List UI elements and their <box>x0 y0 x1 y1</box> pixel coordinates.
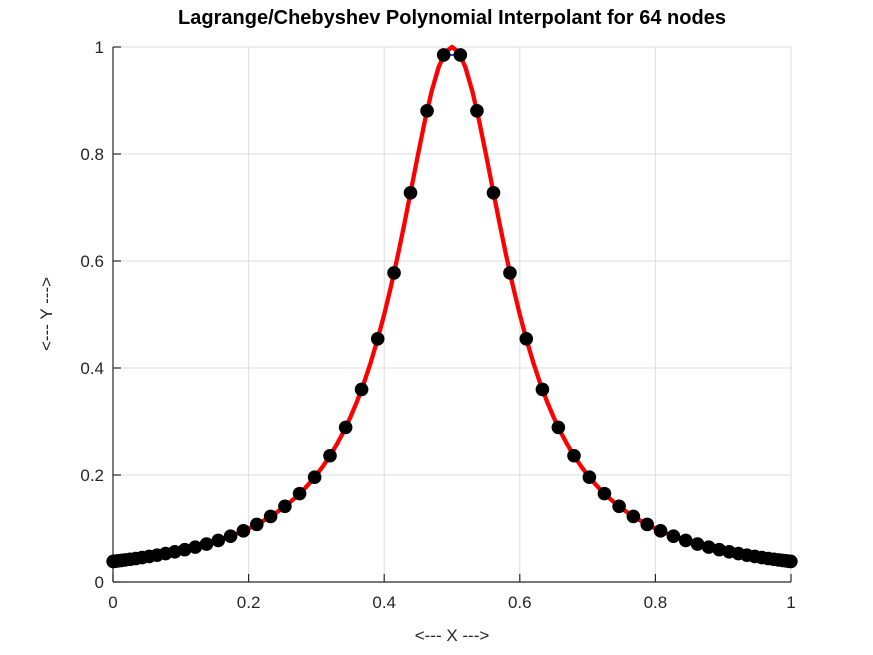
node-marker <box>263 509 278 524</box>
node-marker <box>177 542 192 557</box>
node-marker <box>223 529 238 543</box>
node-marker <box>567 448 581 463</box>
node-marker <box>519 332 534 346</box>
node-marker <box>188 540 203 554</box>
node-marker <box>678 533 693 548</box>
x-axis-label: <--- X ---> <box>415 626 490 645</box>
y-tick-label: 0 <box>95 573 104 592</box>
chart-title: Lagrange/Chebyshev Polynomial Interpolan… <box>178 7 726 29</box>
y-axis-label: <--- Y ---> <box>37 277 56 351</box>
node-marker <box>278 499 292 514</box>
node-marker <box>436 48 451 62</box>
node-marker <box>387 266 401 280</box>
y-tick-label: 0.6 <box>80 252 104 271</box>
node-marker <box>784 554 798 569</box>
x-tick-label: 0.2 <box>237 593 261 612</box>
node-marker <box>338 420 353 435</box>
node-marker <box>690 537 705 551</box>
node-marker <box>323 448 337 463</box>
y-tick-label: 0.4 <box>80 359 104 378</box>
node-marker <box>701 540 716 554</box>
plot-area: 0 0.2 0.4 0.6 0.8 1 0 0.2 0.4 0.6 0.8 1 <box>80 38 798 612</box>
node-marker <box>486 185 501 200</box>
y-tick-label: 0.8 <box>80 145 104 164</box>
y-tick-label: 1 <box>95 38 104 57</box>
node-marker <box>292 486 307 501</box>
node-marker <box>503 266 517 280</box>
node-marker <box>666 529 681 543</box>
node-marker <box>653 524 668 538</box>
node-marker <box>199 537 214 551</box>
node-marker <box>236 524 251 538</box>
node-marker <box>612 499 626 514</box>
x-tick-label: 0.8 <box>644 593 668 612</box>
node-marker <box>597 486 612 501</box>
x-tick-label: 1 <box>786 593 795 612</box>
x-tick-label: 0.4 <box>372 593 396 612</box>
node-polyline <box>112 54 792 563</box>
node-marker <box>535 382 550 397</box>
x-tick-label: 0 <box>108 593 117 612</box>
node-marker <box>403 185 418 200</box>
node-marker <box>354 382 369 397</box>
node-marker <box>453 48 468 62</box>
node-marker <box>470 103 484 118</box>
node-marker <box>626 509 641 524</box>
node-marker <box>307 470 322 484</box>
node-marker <box>582 470 597 484</box>
y-tick-label: 0.2 <box>80 466 104 485</box>
node-marker <box>249 517 264 532</box>
node-marker <box>211 533 226 548</box>
node-marker <box>420 103 434 118</box>
node-marker <box>551 420 566 435</box>
node-marker <box>640 517 654 532</box>
interpolant-curve <box>110 44 794 564</box>
node-marker <box>370 332 385 346</box>
x-tick-label: 0.6 <box>508 593 532 612</box>
